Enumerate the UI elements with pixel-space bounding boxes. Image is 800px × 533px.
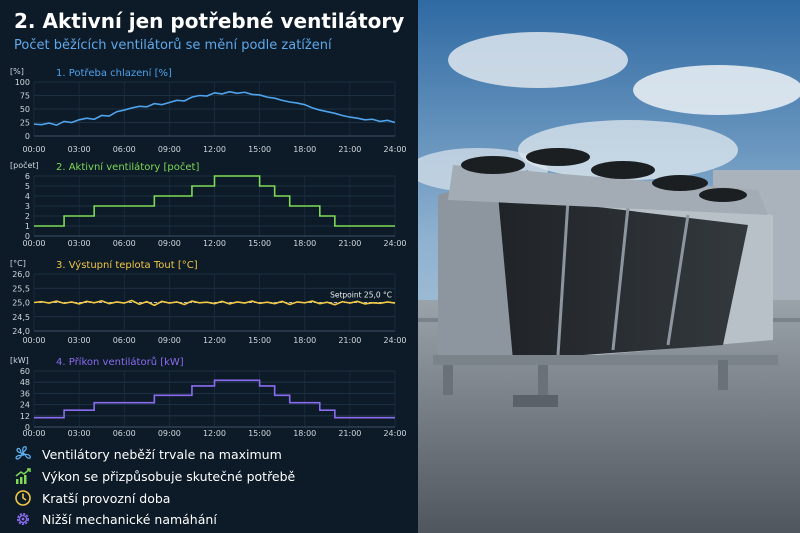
y-tick-label: 0: [25, 232, 30, 241]
x-tick-label: 12:00: [203, 239, 226, 248]
y-tick-label: 0: [25, 423, 30, 432]
x-tick-label: 00:00: [22, 145, 45, 154]
x-tick-label: 18:00: [293, 336, 316, 345]
chart-title: 2. Aktivní ventilátory [počet]: [56, 161, 199, 173]
x-tick-label: 03:00: [68, 145, 91, 154]
chart-title: 4. Příkon ventilátorů [kW]: [56, 356, 184, 368]
series-line: [34, 175, 395, 227]
x-tick-label: 15:00: [248, 145, 271, 154]
x-tick-label: 06:00: [113, 429, 136, 438]
clock-icon: [14, 489, 32, 507]
x-tick-label: 06:00: [113, 145, 136, 154]
x-tick-label: 15:00: [248, 429, 271, 438]
cloud: [633, 65, 800, 115]
x-tick-label: 03:00: [68, 429, 91, 438]
y-tick-label: 24,0: [12, 327, 30, 336]
page-subtitle: Počet běžících ventilátorů se mění podle…: [14, 38, 332, 53]
benefit-item-wear: Nižší mechanické namáhání: [14, 509, 217, 529]
fan-icon: [14, 445, 32, 463]
y-tick-label: 5: [25, 182, 30, 191]
x-tick-label: 24:00: [383, 239, 406, 248]
benefit-item-fans: Ventilátory neběží trvale na maximum: [14, 444, 282, 464]
charts-area: [%] 1. Potřeba chlazení [%]025507510000:0…: [10, 67, 407, 438]
x-tick-label: 24:00: [383, 145, 406, 154]
x-tick-label: 09:00: [158, 429, 181, 438]
x-tick-label: 21:00: [338, 145, 361, 154]
benefit-text: Výkon se přizpůsobuje skutečné potřebě: [42, 468, 296, 484]
x-tick-label: 12:00: [203, 145, 226, 154]
dry-cooler-unit: [433, 148, 778, 407]
y-tick-label: 24: [20, 401, 30, 410]
setpoint-label: Setpoint 25,0 °C: [330, 291, 392, 300]
x-tick-label: 12:00: [203, 336, 226, 345]
y-tick-label: 26,0: [12, 270, 30, 279]
cloud: [448, 32, 628, 88]
benefit-text: Nižší mechanické namáhání: [42, 511, 217, 527]
y-tick-label: 36: [20, 389, 30, 398]
x-tick-label: 06:00: [113, 239, 136, 248]
x-tick-label: 21:00: [338, 336, 361, 345]
infographic-panel: 2. Aktivní jen potřebné ventilátory Poče…: [10, 9, 407, 529]
benefit-item-time: Kratší provozní doba: [14, 488, 170, 508]
chart-title: 3. Výstupní teplota Tout [°C]: [56, 259, 198, 271]
y-unit-label: [kW]: [10, 356, 29, 365]
dry-cooler-photo: [418, 0, 800, 533]
series-line: [34, 379, 395, 419]
gear-icon: [14, 510, 32, 528]
y-tick-label: 1: [25, 222, 30, 231]
y-unit-label: [počet]: [10, 160, 39, 170]
y-tick-label: 48: [20, 378, 30, 387]
y-tick-label: 25,0: [12, 299, 30, 308]
series-line: [33, 90, 396, 127]
y-tick-label: 100: [15, 78, 30, 87]
page-title: 2. Aktivní jen potřebné ventilátory: [14, 9, 405, 33]
y-unit-label: [°C]: [10, 259, 26, 268]
y-tick-label: 0: [25, 132, 30, 141]
y-unit-label: [%]: [10, 67, 24, 76]
x-tick-label: 21:00: [338, 239, 361, 248]
x-tick-label: 00:00: [22, 239, 45, 248]
series-line: [33, 299, 396, 307]
cloud: [518, 120, 738, 180]
y-tick-label: 6: [25, 172, 30, 181]
x-tick-label: 06:00: [113, 336, 136, 345]
x-tick-label: 09:00: [158, 145, 181, 154]
x-tick-label: 18:00: [293, 239, 316, 248]
y-tick-label: 75: [20, 92, 30, 101]
y-tick-label: 60: [20, 367, 30, 376]
x-tick-label: 24:00: [383, 429, 406, 438]
y-tick-label: 3: [25, 202, 30, 211]
y-tick-label: 50: [20, 105, 30, 114]
y-tick-label: 4: [25, 192, 30, 201]
y-tick-label: 25: [20, 119, 30, 128]
x-tick-label: 03:00: [68, 239, 91, 248]
benefit-text: Ventilátory neběží trvale na maximum: [42, 446, 282, 462]
x-tick-label: 03:00: [68, 336, 91, 345]
y-tick-label: 2: [25, 212, 30, 221]
benefit-text: Kratší provozní doba: [42, 490, 171, 506]
y-tick-label: 12: [20, 412, 30, 421]
x-tick-label: 09:00: [158, 336, 181, 345]
y-tick-label: 24,5: [12, 313, 30, 322]
x-tick-label: 00:00: [22, 429, 45, 438]
x-tick-label: 21:00: [338, 429, 361, 438]
x-tick-label: 15:00: [248, 336, 271, 345]
y-tick-label: 25,5: [12, 284, 30, 293]
x-tick-label: 12:00: [203, 429, 226, 438]
x-tick-label: 18:00: [293, 145, 316, 154]
x-tick-label: 09:00: [158, 239, 181, 248]
x-tick-label: 24:00: [383, 336, 406, 345]
trend-up-icon: [14, 467, 32, 485]
chart-title: 1. Potřeba chlazení [%]: [56, 67, 172, 79]
benefit-item-power: Výkon se přizpůsobuje skutečné potřebě: [14, 466, 295, 486]
x-tick-label: 15:00: [248, 239, 271, 248]
x-tick-label: 18:00: [293, 429, 316, 438]
x-tick-label: 00:00: [22, 336, 45, 345]
